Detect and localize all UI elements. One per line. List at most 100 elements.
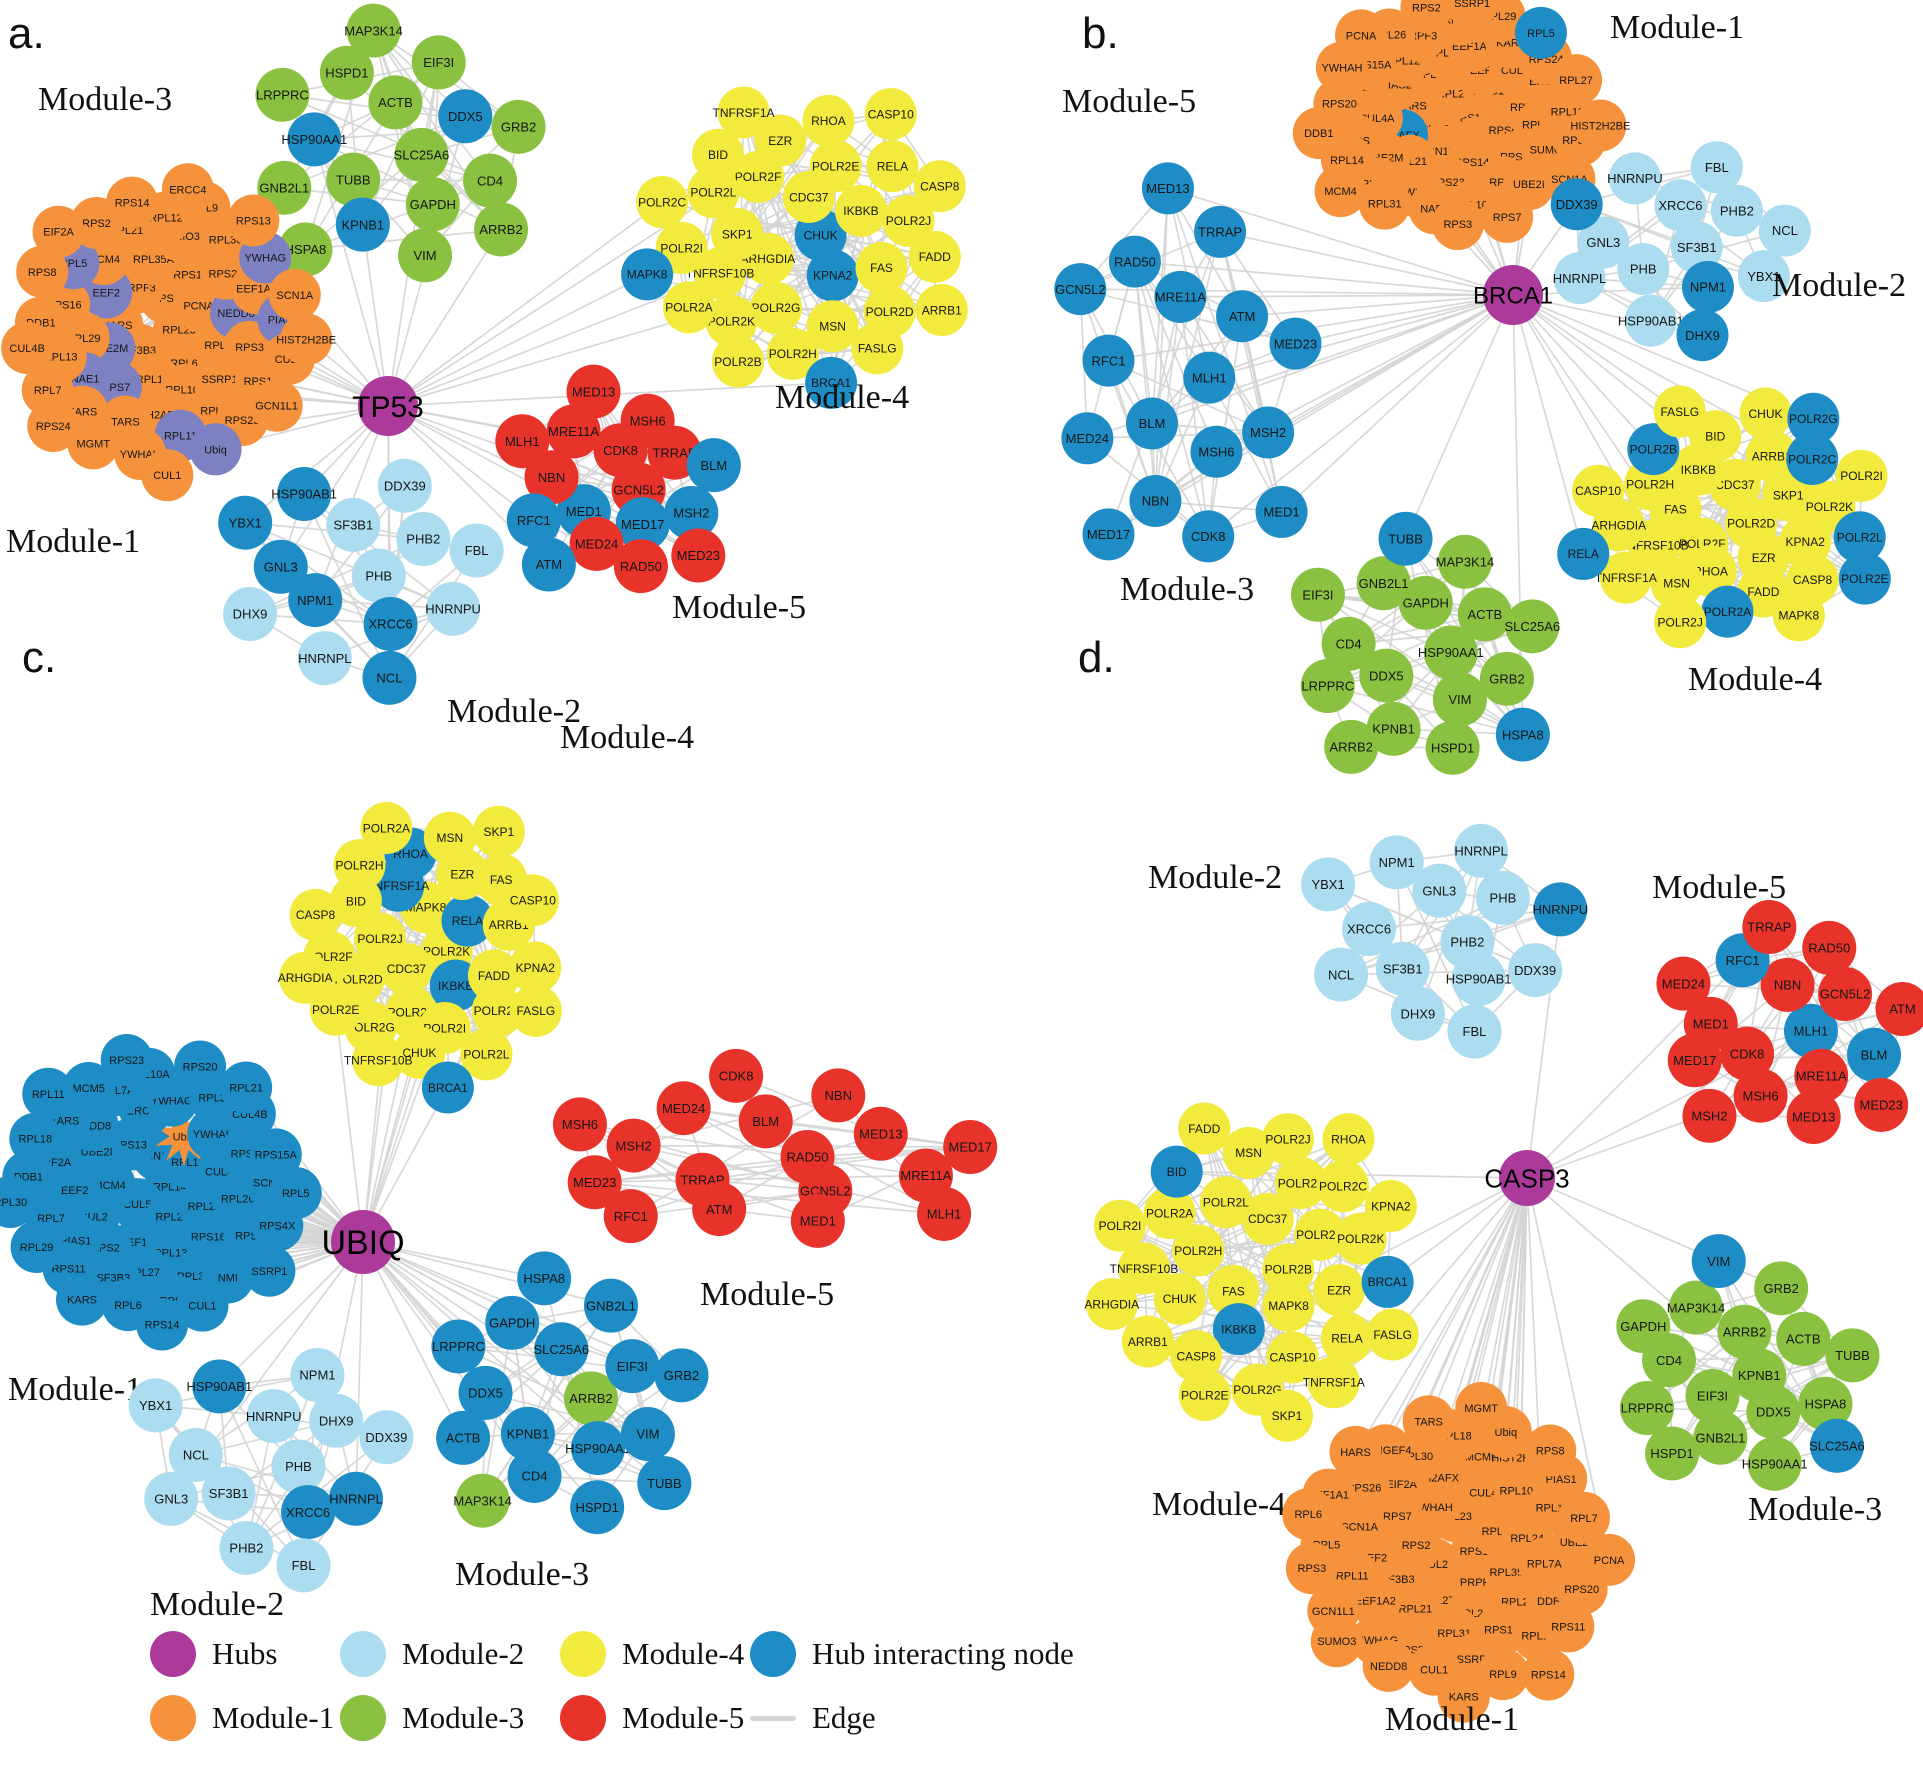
node-label: RAD50: [620, 559, 662, 574]
module-3-swatch-icon: [340, 1695, 386, 1741]
node-MAPK8: MAPK8: [621, 248, 674, 301]
node-RPS14: RPS14: [136, 1298, 189, 1351]
node-label: POLR2L: [463, 1048, 509, 1062]
node-EIF2A: EIF2A: [32, 205, 85, 258]
node-CDK8: CDK8: [709, 1048, 764, 1103]
legend-item-module-4: Module-4: [560, 1631, 750, 1677]
node-label: ARRB2: [1723, 1324, 1766, 1339]
node-label: POLR2I: [1099, 1219, 1142, 1233]
node-label: EEF1A1: [236, 283, 277, 295]
node-POLR2H: POLR2H: [1172, 1224, 1225, 1277]
node-POLR2A: POLR2A: [360, 802, 413, 855]
node-TUBB: TUBB: [637, 1456, 692, 1511]
node-POLR2L: POLR2L: [460, 1028, 513, 1081]
panel-letter-b: b.: [1082, 9, 1119, 58]
node-RPS23: RPS23: [100, 1034, 153, 1087]
d-module-3-label: Module-3: [1748, 1491, 1882, 1528]
node-DDB1: DDB1: [1292, 107, 1345, 160]
panel-letter-d: d.: [1078, 633, 1115, 682]
node-label: RHOA: [1331, 1132, 1366, 1146]
panel-letter-a: a.: [8, 9, 45, 58]
node-label: RPL7: [34, 385, 62, 397]
node-SF3B1: SF3B1: [326, 497, 381, 552]
node-label: ARHGDIA: [278, 971, 333, 985]
node-GAPDH: GAPDH: [405, 177, 460, 232]
node-label: MED24: [1066, 431, 1109, 446]
node-label: FADD: [478, 969, 510, 983]
node-SLC25A6: SLC25A6: [1504, 599, 1560, 654]
node-label: ARRB1: [1752, 449, 1792, 463]
b-module-2-cluster: SF3B1 PHB XRCC6 NPM1 GNL3 PHB2 HSP90AB1 HNRNPU Y…: [1550, 141, 1811, 362]
node-label: LRPPRC: [256, 87, 309, 102]
node-CASP10: CASP10: [864, 88, 917, 141]
node-label: SSRP1: [202, 374, 238, 386]
node-POLR2C: POLR2C: [1316, 1160, 1369, 1213]
node-MLH1: MLH1: [917, 1186, 972, 1241]
node-label: GRB2: [664, 1368, 699, 1383]
node-label: TNFRSF1A: [1595, 571, 1657, 585]
node-NCL: NCL: [168, 1427, 223, 1482]
node-PHB: PHB: [271, 1439, 326, 1494]
node-TNFRSF10B: TNFRSF10B: [686, 247, 754, 300]
node-KPNA2: KPNA2: [1364, 1180, 1417, 1233]
node-label: CDK8: [719, 1069, 754, 1084]
node-label: RPS15A: [255, 1149, 298, 1161]
a-module-1-label: Module-1: [6, 523, 140, 560]
node-label: VIM: [413, 248, 436, 263]
node-XRCC6: XRCC6: [281, 1485, 336, 1540]
node-label: MED23: [1860, 1098, 1903, 1113]
node-label: SSRP1: [1454, 0, 1490, 10]
node-label: CASP8: [296, 908, 336, 922]
node-label: RPL30: [0, 1197, 27, 1209]
node-label: POLR2A: [363, 821, 410, 835]
hub-label: CASP3: [1484, 1163, 1569, 1193]
node-RFC1: RFC1: [603, 1189, 658, 1244]
node-label: TRRAP: [1747, 920, 1791, 935]
node-HSP90AA1: HSP90AA1: [281, 112, 347, 167]
node-label: GNB2L1: [1695, 1430, 1745, 1445]
node-label: RPS23: [225, 415, 260, 427]
node-HSP90AB1: HSP90AB1: [1618, 294, 1684, 347]
node-RPS15A: RPS15A: [249, 1128, 302, 1181]
node-label: POLR2C: [638, 195, 686, 209]
node-label: HSPA8: [285, 242, 327, 257]
node-label: IKBKB: [1221, 1322, 1256, 1336]
node-label: SKP1: [484, 825, 515, 839]
node-label: HSPD1: [1431, 741, 1474, 756]
node-label: ACTB: [1786, 1332, 1821, 1347]
node-NCL: NCL: [1314, 947, 1369, 1002]
node-POLR2E: POLR2E: [1178, 1368, 1231, 1421]
legend-label: Module-4: [622, 1636, 745, 1671]
node-GCN1L1: GCN1L1: [250, 379, 303, 432]
node-label: EIF2A: [43, 227, 74, 239]
node-label: DDX5: [1369, 668, 1404, 683]
node-NPM1: NPM1: [1681, 261, 1734, 314]
node-label: MAP3K14: [453, 1493, 512, 1508]
node-label: POLR2B: [1630, 442, 1677, 456]
node-label: DDX5: [448, 109, 483, 124]
c-module-5-label: Module-5: [700, 1276, 834, 1313]
node-CD4: CD4: [507, 1448, 562, 1503]
module-4-swatch-icon: [560, 1631, 606, 1677]
node-label: MED17: [949, 1140, 992, 1155]
node-label: PHB: [1490, 890, 1517, 905]
node-RELA: RELA: [1320, 1312, 1373, 1365]
c-module-1-label: Module-1: [8, 1371, 142, 1408]
node-label: MED24: [662, 1101, 705, 1116]
node-label: RPS13: [236, 216, 271, 228]
node-label: POLR2G: [1233, 1383, 1282, 1397]
node-label: CUL1: [188, 1301, 216, 1313]
node-label: SLC25A6: [394, 148, 450, 163]
node-label: PCNA: [1594, 1555, 1625, 1567]
node-label: NCL: [376, 671, 402, 686]
node-label: ARHGDIA: [741, 252, 796, 266]
node-POLR2C: POLR2C: [1786, 433, 1839, 486]
node-label: RELA: [877, 159, 908, 173]
node-label: NPM1: [1690, 280, 1726, 295]
node-XRCC6: XRCC6: [1654, 179, 1707, 232]
node-label: TNFRSF10B: [344, 1053, 413, 1067]
node-label: MSH6: [1198, 444, 1234, 459]
node-YBX1: YBX1: [1737, 250, 1790, 303]
node-label: EIF3I: [1697, 1389, 1728, 1404]
node-MAP3K14: MAP3K14: [453, 1473, 512, 1528]
